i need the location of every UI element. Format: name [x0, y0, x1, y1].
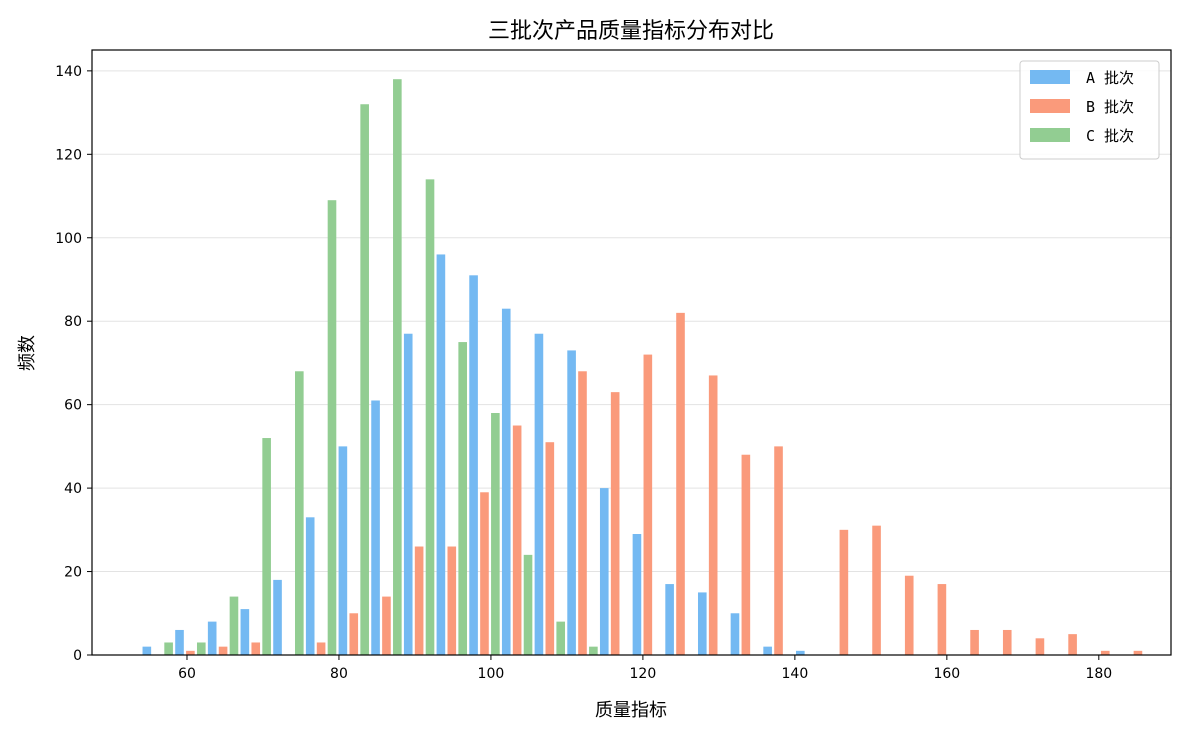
bar — [414, 546, 424, 655]
ticks: 60 80 100 120 140 160 180 0 20 40 60 80 100 120 140 — [55, 64, 1112, 682]
bar — [501, 308, 511, 655]
chart-title: 三批次产品质量指标分布对比 — [488, 19, 774, 44]
bar — [534, 333, 544, 655]
y-tick-label: 100 — [55, 231, 82, 247]
bar — [327, 200, 337, 655]
bar — [697, 592, 707, 655]
bar — [589, 646, 598, 655]
bar — [469, 275, 478, 655]
bar — [1002, 629, 1012, 655]
bar — [175, 629, 184, 655]
bars — [142, 79, 1143, 655]
bar — [741, 454, 751, 655]
bar — [512, 425, 522, 655]
axes — [91, 49, 1172, 656]
legend-label: B 批次 — [1086, 98, 1134, 116]
bar — [251, 642, 261, 655]
bar — [665, 584, 674, 655]
y-tick-label: 60 — [64, 398, 82, 414]
bar — [578, 371, 587, 655]
grid-lines — [92, 70, 1171, 656]
y-axis-label: 频数 — [17, 335, 38, 371]
bar — [458, 342, 467, 655]
legend-swatch — [1030, 99, 1070, 113]
y-tick-label: 120 — [55, 147, 82, 163]
legend: A 批次 B 批次 C 批次 — [1019, 60, 1160, 160]
bar — [196, 642, 206, 655]
bar — [872, 525, 881, 655]
bar — [491, 413, 500, 655]
bar — [338, 446, 348, 655]
bar — [1035, 638, 1045, 655]
bar — [207, 621, 217, 655]
bar — [403, 333, 413, 655]
bar — [796, 650, 805, 655]
bar — [360, 104, 369, 655]
bar — [643, 354, 653, 655]
bar — [904, 575, 914, 655]
bar — [708, 375, 718, 655]
bar — [229, 596, 239, 655]
legend-label: A 批次 — [1086, 69, 1134, 87]
x-tick-label: 160 — [933, 666, 960, 682]
bar — [371, 400, 380, 655]
bar — [273, 579, 282, 655]
bar — [1068, 634, 1077, 655]
bar — [295, 371, 304, 655]
bar — [262, 438, 271, 655]
bar — [970, 629, 979, 655]
bar — [425, 179, 435, 655]
bar — [523, 554, 533, 655]
bar — [567, 350, 576, 655]
y-tick-label: 40 — [64, 481, 82, 497]
legend-swatch — [1030, 128, 1070, 142]
legend-swatch — [1030, 70, 1070, 84]
bar — [774, 446, 783, 655]
x-tick-label: 60 — [178, 666, 196, 682]
bar — [316, 642, 326, 655]
y-tick-label: 20 — [64, 565, 82, 581]
bar — [142, 646, 152, 655]
bar — [393, 79, 402, 655]
bar — [1133, 650, 1143, 655]
bar — [447, 546, 457, 655]
bar — [556, 621, 566, 655]
x-tick-label: 120 — [630, 666, 657, 682]
bar — [839, 529, 849, 655]
bar — [763, 646, 772, 655]
bar — [349, 613, 359, 655]
plot-frame — [91, 49, 1172, 656]
bar — [599, 488, 609, 655]
bar — [1100, 650, 1110, 655]
bar — [218, 646, 228, 655]
y-tick-label: 0 — [73, 648, 82, 664]
bar — [382, 596, 391, 655]
x-tick-label: 140 — [782, 666, 809, 682]
bar — [305, 517, 315, 655]
y-tick-label: 140 — [55, 64, 82, 80]
legend-label: C 批次 — [1086, 127, 1134, 145]
bar — [186, 650, 195, 655]
bar — [545, 442, 555, 655]
bar — [480, 492, 489, 655]
x-tick-label: 80 — [330, 666, 348, 682]
x-tick-label: 100 — [478, 666, 505, 682]
bar — [676, 312, 685, 655]
bar — [730, 613, 740, 655]
y-tick-label: 80 — [64, 314, 82, 330]
bar — [164, 642, 173, 655]
x-tick-label: 180 — [1085, 666, 1112, 682]
bar — [240, 609, 250, 655]
bar — [436, 254, 446, 655]
bar — [610, 392, 620, 655]
bar — [937, 584, 947, 655]
x-axis-label: 质量指标 — [595, 700, 667, 721]
bar — [632, 534, 642, 655]
